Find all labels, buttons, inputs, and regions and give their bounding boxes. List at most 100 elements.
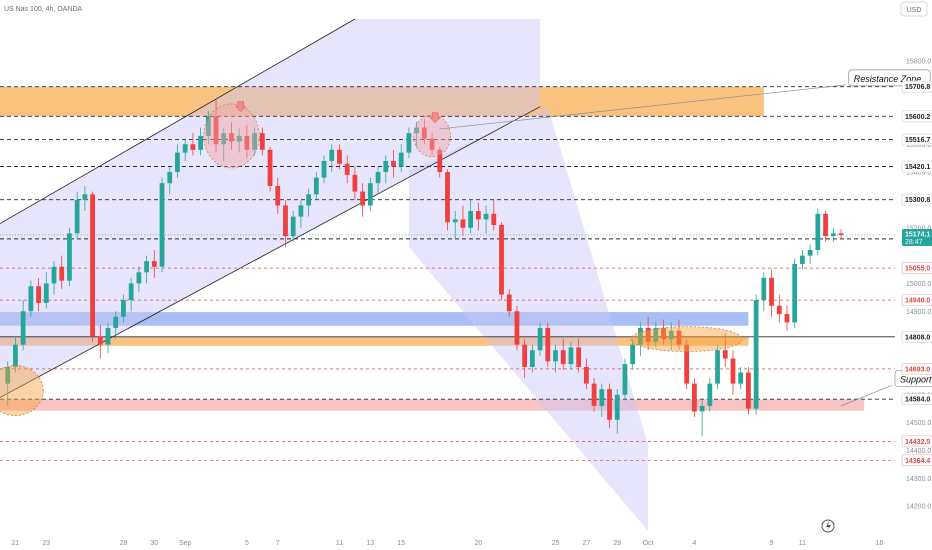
candle[interactable] [823,213,828,237]
price-level-badge[interactable] [901,393,932,406]
candle[interactable] [20,311,26,345]
candle[interactable] [67,233,72,281]
candle[interactable] [437,149,443,173]
blue-band-zone[interactable] [0,312,749,326]
candle[interactable] [421,127,427,139]
candle[interactable] [313,177,319,195]
candle[interactable] [468,211,474,228]
candle[interactable] [800,255,805,264]
candle[interactable] [668,330,674,340]
candle[interactable] [815,213,821,251]
candle[interactable] [630,344,636,365]
candle[interactable] [205,116,211,136]
candle[interactable] [182,144,188,153]
current-price-badge[interactable] [902,228,932,246]
price-level-badge[interactable] [901,435,932,448]
candle[interactable] [753,300,759,409]
candle[interactable] [337,149,342,164]
price-level-badge[interactable] [901,331,932,343]
candle[interactable] [221,133,227,145]
price-level-badge[interactable] [901,110,932,123]
highlight-ellipse[interactable] [0,365,44,416]
candle[interactable] [352,174,358,192]
candle[interactable] [275,186,281,206]
candle[interactable] [59,266,65,281]
highlight-ellipse[interactable] [203,103,260,169]
candle[interactable] [506,294,512,312]
candle[interactable] [28,286,34,312]
candle[interactable] [51,266,57,284]
candle[interactable] [13,344,18,367]
candle[interactable] [537,327,543,351]
candle[interactable] [738,372,744,384]
candle[interactable] [113,316,119,328]
candle[interactable] [545,327,551,362]
candle[interactable] [684,344,690,384]
candle[interactable] [97,336,103,345]
price-level-badge[interactable] [901,133,932,146]
candle[interactable] [583,366,589,384]
candle[interactable] [676,330,682,345]
candle[interactable] [236,135,242,142]
channel-lower-line[interactable] [0,106,541,398]
price-level-badge[interactable] [901,193,932,206]
candle[interactable] [252,133,258,150]
tradingview-logo[interactable] [821,519,835,533]
candle[interactable] [167,172,173,184]
candle[interactable] [715,350,720,384]
candle[interactable] [445,172,450,223]
candle[interactable] [792,263,798,323]
candle[interactable] [43,283,49,303]
candle[interactable] [591,383,597,406]
candle[interactable] [529,350,535,367]
candle[interactable] [329,149,335,161]
support-zone[interactable] [0,399,865,411]
candle[interactable] [722,350,728,359]
candle[interactable] [367,183,373,206]
candle[interactable] [653,327,659,342]
candle[interactable] [830,233,836,237]
candle[interactable] [769,277,774,306]
price-level-badge[interactable] [901,80,932,93]
candle[interactable] [175,152,180,173]
candle[interactable] [499,224,504,295]
candle[interactable] [267,149,273,186]
candle[interactable] [198,135,203,150]
candle[interactable] [560,350,566,365]
candle[interactable] [622,364,628,395]
price-level-badge[interactable] [901,294,932,306]
candle[interactable] [398,152,404,167]
candle[interactable] [645,327,651,342]
candle[interactable] [82,194,88,200]
candle[interactable] [144,261,149,273]
candle[interactable] [838,233,844,235]
candle[interactable] [522,344,528,367]
candle[interactable] [746,372,751,409]
candle[interactable] [730,358,736,384]
candle[interactable] [692,383,697,412]
candle[interactable] [483,213,489,220]
candle[interactable] [36,286,41,303]
candle[interactable] [259,133,265,150]
candle[interactable] [190,144,196,150]
candle[interactable] [607,389,612,420]
candle[interactable] [599,389,605,406]
candle[interactable] [637,327,643,345]
currency-button[interactable] [900,1,928,17]
candle[interactable] [283,205,288,237]
candle[interactable] [460,219,466,228]
candle[interactable] [553,350,558,362]
candle[interactable] [576,347,582,367]
candle[interactable] [74,199,80,234]
candle[interactable] [229,133,234,142]
price-level-badge[interactable] [901,262,932,274]
candle[interactable] [568,347,574,365]
candle[interactable] [375,172,381,184]
candle[interactable] [298,205,304,217]
candle[interactable] [5,366,11,384]
highlight-ellipse[interactable] [630,326,743,352]
price-level-badge[interactable] [901,454,932,467]
orange-band-zone[interactable] [0,336,749,346]
